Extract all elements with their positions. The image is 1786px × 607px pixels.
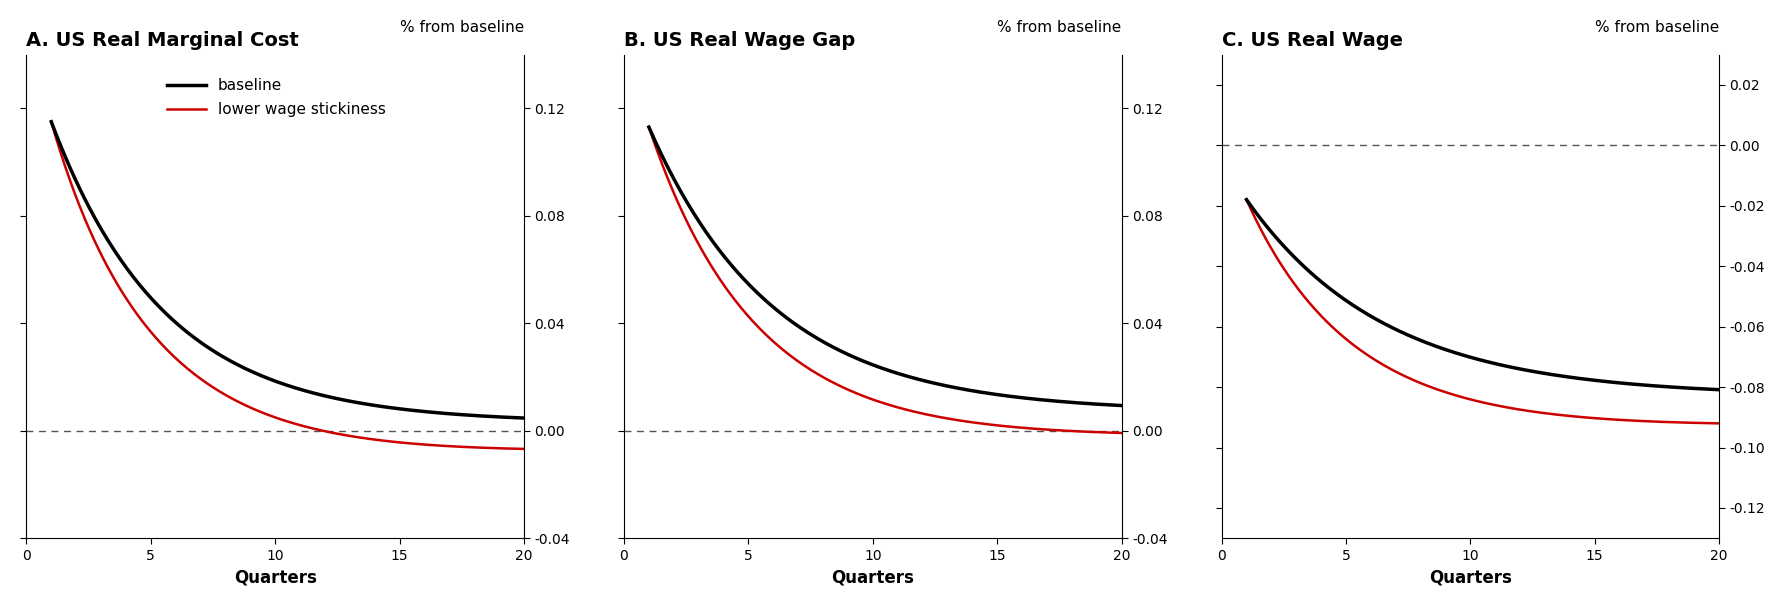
X-axis label: Quarters: Quarters: [234, 568, 316, 586]
Text: C. US Real Wage: C. US Real Wage: [1222, 31, 1402, 50]
X-axis label: Quarters: Quarters: [1429, 568, 1511, 586]
Text: B. US Real Wage Gap: B. US Real Wage Gap: [623, 31, 855, 50]
Text: A. US Real Marginal Cost: A. US Real Marginal Cost: [27, 31, 298, 50]
Text: % from baseline: % from baseline: [1595, 20, 1720, 35]
Legend: baseline, lower wage stickiness: baseline, lower wage stickiness: [161, 72, 391, 123]
Text: % from baseline: % from baseline: [997, 20, 1122, 35]
Text: % from baseline: % from baseline: [400, 20, 523, 35]
X-axis label: Quarters: Quarters: [830, 568, 914, 586]
